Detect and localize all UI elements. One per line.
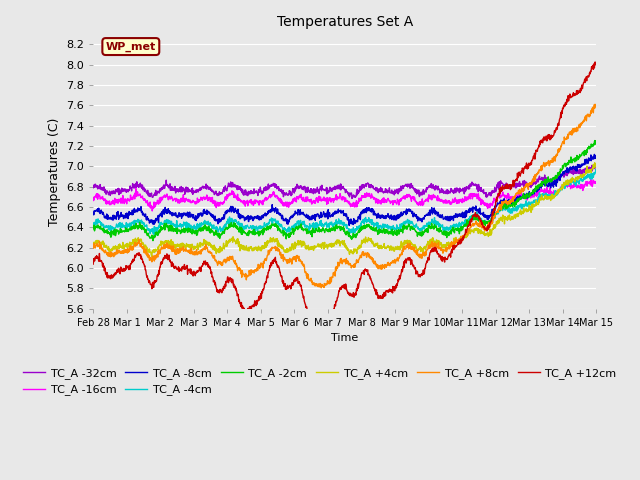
Line: TC_A -32cm: TC_A -32cm: [93, 165, 596, 199]
TC_A -2cm: [533, 185, 541, 191]
TC_A +12cm: [423, 258, 431, 264]
TC_A +4cm: [593, 166, 600, 171]
TC_A -32cm: [423, 187, 431, 192]
TC_A -2cm: [202, 225, 209, 231]
Line: TC_A -16cm: TC_A -16cm: [93, 180, 596, 211]
TC_A +8cm: [533, 172, 541, 178]
TC_A -8cm: [346, 223, 353, 228]
TC_A -32cm: [257, 190, 265, 196]
TC_A -8cm: [423, 213, 431, 218]
TC_A -2cm: [189, 228, 197, 233]
TC_A -4cm: [489, 218, 497, 224]
TC_A -32cm: [189, 192, 196, 197]
Line: TC_A +12cm: TC_A +12cm: [93, 61, 596, 335]
Line: TC_A -2cm: TC_A -2cm: [93, 141, 596, 240]
TC_A -16cm: [423, 196, 431, 202]
TC_A +8cm: [189, 250, 196, 256]
TC_A -2cm: [423, 227, 431, 232]
TC_A +8cm: [201, 243, 209, 249]
TC_A -4cm: [189, 225, 197, 231]
TC_A +12cm: [533, 147, 541, 153]
TC_A -16cm: [533, 189, 541, 195]
TC_A -4cm: [258, 224, 266, 229]
TC_A -32cm: [533, 176, 541, 182]
TC_A -4cm: [592, 167, 600, 173]
TC_A +4cm: [148, 254, 156, 260]
TC_A -8cm: [201, 210, 209, 216]
TC_A -32cm: [593, 163, 600, 169]
Line: TC_A +8cm: TC_A +8cm: [93, 104, 596, 288]
TC_A +12cm: [89, 261, 97, 267]
TC_A -16cm: [202, 195, 209, 201]
TC_A -8cm: [257, 215, 265, 220]
TC_A -16cm: [89, 198, 97, 204]
TC_A -4cm: [202, 220, 209, 226]
TC_A +8cm: [317, 285, 325, 291]
TC_A -32cm: [201, 184, 209, 190]
TC_A +8cm: [591, 101, 599, 107]
TC_A -32cm: [592, 162, 600, 168]
TC_A -16cm: [148, 208, 156, 214]
TC_A +4cm: [89, 240, 97, 246]
X-axis label: Time: Time: [331, 333, 358, 343]
TC_A -16cm: [587, 177, 595, 182]
TC_A +4cm: [533, 200, 541, 206]
Y-axis label: Temperatures (C): Temperatures (C): [47, 117, 61, 226]
TC_A +4cm: [258, 247, 266, 252]
TC_A -2cm: [258, 228, 266, 233]
TC_A -16cm: [258, 200, 266, 205]
TC_A -8cm: [189, 215, 196, 221]
TC_A -2cm: [591, 138, 598, 144]
TC_A -16cm: [593, 180, 600, 186]
TC_A -8cm: [489, 211, 497, 217]
TC_A -4cm: [152, 232, 160, 238]
TC_A +12cm: [489, 209, 497, 215]
TC_A -32cm: [89, 184, 97, 190]
TC_A -32cm: [348, 196, 356, 202]
TC_A +12cm: [189, 272, 196, 278]
Title: Temperatures Set A: Temperatures Set A: [276, 15, 413, 29]
TC_A -16cm: [489, 202, 497, 207]
TC_A +4cm: [489, 227, 497, 232]
Text: WP_met: WP_met: [106, 41, 156, 52]
TC_A +8cm: [89, 245, 97, 251]
TC_A -2cm: [149, 238, 157, 243]
TC_A -2cm: [593, 140, 600, 145]
TC_A -8cm: [591, 152, 598, 157]
TC_A +12cm: [201, 259, 209, 265]
Legend: TC_A -32cm, TC_A -16cm, TC_A -8cm, TC_A -4cm, TC_A -2cm, TC_A +4cm, TC_A +8cm, T: TC_A -32cm, TC_A -16cm, TC_A -8cm, TC_A …: [19, 363, 621, 400]
TC_A +4cm: [591, 160, 598, 166]
TC_A +8cm: [423, 247, 431, 253]
TC_A -2cm: [489, 217, 497, 223]
TC_A +8cm: [489, 220, 497, 226]
TC_A +4cm: [423, 241, 431, 247]
TC_A -16cm: [189, 198, 197, 204]
TC_A -8cm: [593, 154, 600, 160]
TC_A +8cm: [257, 261, 265, 267]
TC_A +8cm: [593, 103, 600, 109]
TC_A +4cm: [189, 245, 197, 251]
TC_A +12cm: [316, 332, 324, 337]
TC_A -4cm: [89, 223, 97, 228]
TC_A -2cm: [89, 225, 97, 230]
TC_A +12cm: [257, 295, 265, 301]
Line: TC_A -4cm: TC_A -4cm: [93, 170, 596, 235]
TC_A +12cm: [593, 59, 600, 64]
Line: TC_A -8cm: TC_A -8cm: [93, 155, 596, 226]
TC_A +4cm: [202, 239, 209, 244]
TC_A -4cm: [533, 199, 541, 205]
TC_A -8cm: [533, 186, 541, 192]
TC_A -32cm: [489, 190, 497, 195]
TC_A -4cm: [423, 221, 431, 227]
Line: TC_A +4cm: TC_A +4cm: [93, 163, 596, 257]
TC_A -8cm: [89, 212, 97, 217]
TC_A -4cm: [593, 167, 600, 173]
